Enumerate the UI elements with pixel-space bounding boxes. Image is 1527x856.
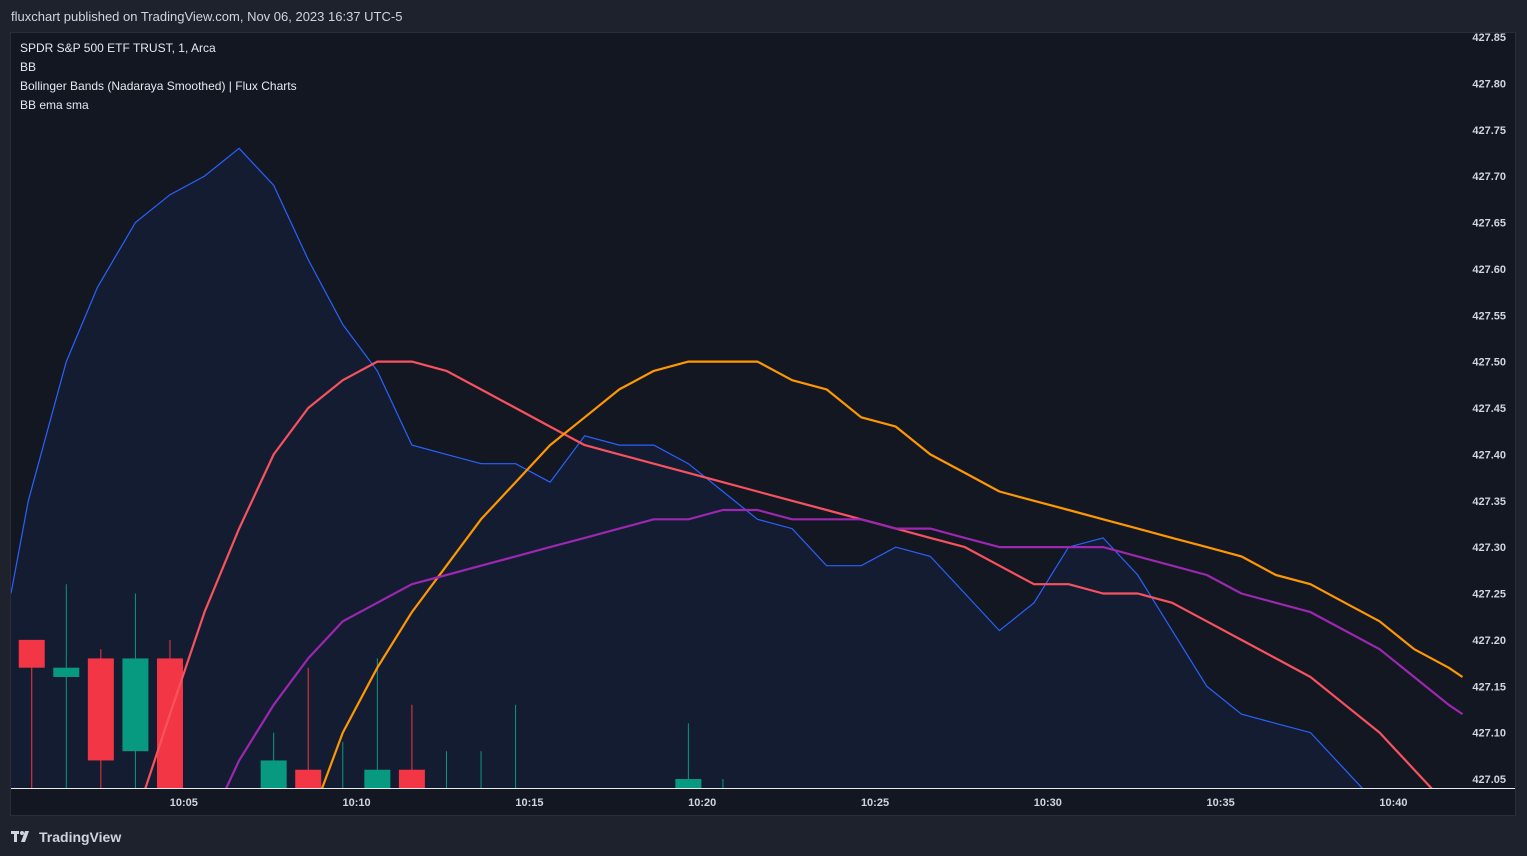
tradingview-logo-icon[interactable]: [11, 830, 33, 844]
x-tick-label: 10:30: [1034, 797, 1062, 809]
y-tick-label: 427.15: [1472, 681, 1506, 693]
footer-branding: TradingView: [11, 826, 121, 848]
y-tick-label: 427.25: [1472, 589, 1506, 601]
legend-symbol[interactable]: SPDR S&P 500 ETF TRUST, 1, Arca: [20, 39, 297, 58]
x-tick-label: 10:25: [861, 797, 889, 809]
candle-body-2: [88, 658, 114, 760]
candle-body-4: [157, 658, 183, 797]
x-tick-label: 10:10: [343, 797, 371, 809]
x-tick-label: 10:15: [515, 797, 543, 809]
y-tick-label: 427.65: [1472, 218, 1506, 230]
y-tick-label: 427.10: [1472, 728, 1506, 740]
y-tick-label: 427.30: [1472, 542, 1506, 554]
y-tick-label: 427.75: [1472, 125, 1506, 137]
legend-indicator-ema-sma[interactable]: BB ema sma: [20, 96, 297, 115]
x-tick-label: 10:35: [1207, 797, 1235, 809]
candle-body-3: [122, 658, 148, 751]
candle-body-8: [364, 770, 390, 789]
chart-legend: SPDR S&P 500 ETF TRUST, 1, Arca BB Bolli…: [20, 39, 297, 115]
band-fill: [11, 148, 1380, 807]
y-tick-label: 427.45: [1472, 403, 1506, 415]
candle-body-1: [53, 668, 79, 677]
candle-body-6: [295, 770, 321, 789]
y-tick-label: 427.60: [1472, 264, 1506, 276]
y-tick-label: 427.70: [1472, 171, 1506, 183]
candle-body-13: [675, 779, 701, 788]
y-tick-label: 427.55: [1472, 310, 1506, 322]
y-tick-label: 427.50: [1472, 357, 1506, 369]
tradingview-brand[interactable]: TradingView: [39, 829, 121, 845]
x-tick-label: 10:20: [688, 797, 716, 809]
y-tick-label: 427.85: [1472, 32, 1506, 44]
candle-body-9: [399, 770, 425, 789]
x-tick-label: 10:40: [1379, 797, 1407, 809]
y-tick-label: 427.20: [1472, 635, 1506, 647]
candle-body-5: [261, 760, 287, 788]
y-tick-label: 427.40: [1472, 449, 1506, 461]
legend-indicator-nadaraya[interactable]: Bollinger Bands (Nadaraya Smoothed) | Fl…: [20, 77, 297, 96]
x-tick-label: 10:05: [170, 797, 198, 809]
y-tick-label: 427.05: [1472, 774, 1506, 786]
legend-indicator-bb[interactable]: BB: [20, 58, 297, 77]
y-tick-label: 427.35: [1472, 496, 1506, 508]
y-tick-label: 427.80: [1472, 78, 1506, 90]
candle-body-0: [19, 640, 45, 668]
band-layer: [11, 148, 1380, 807]
